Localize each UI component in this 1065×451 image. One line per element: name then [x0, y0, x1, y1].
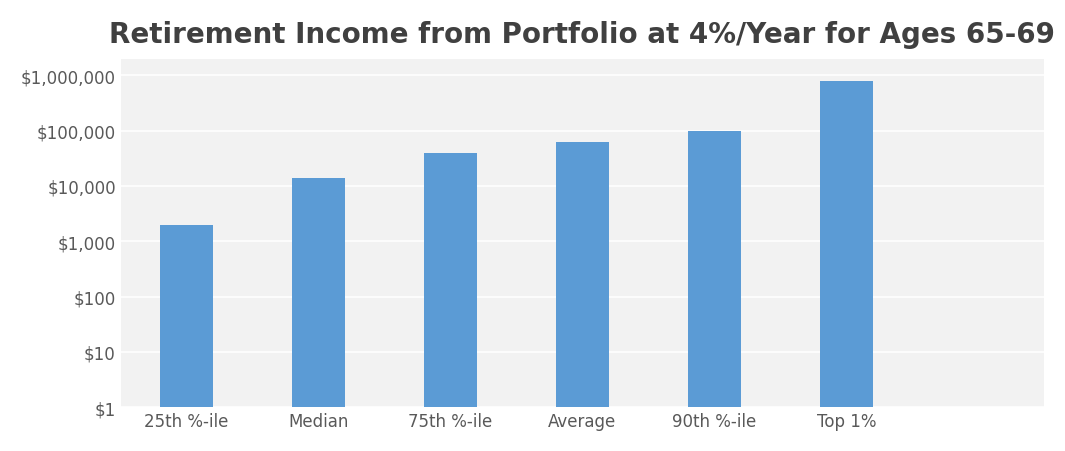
Bar	[160, 225, 213, 451]
Bar	[556, 143, 609, 451]
Bar	[688, 131, 741, 451]
Bar	[292, 179, 345, 451]
Bar	[820, 81, 872, 451]
Title: Retirement Income from Portfolio at 4%/Year for Ages 65-69: Retirement Income from Portfolio at 4%/Y…	[110, 21, 1055, 49]
Bar	[424, 153, 477, 451]
